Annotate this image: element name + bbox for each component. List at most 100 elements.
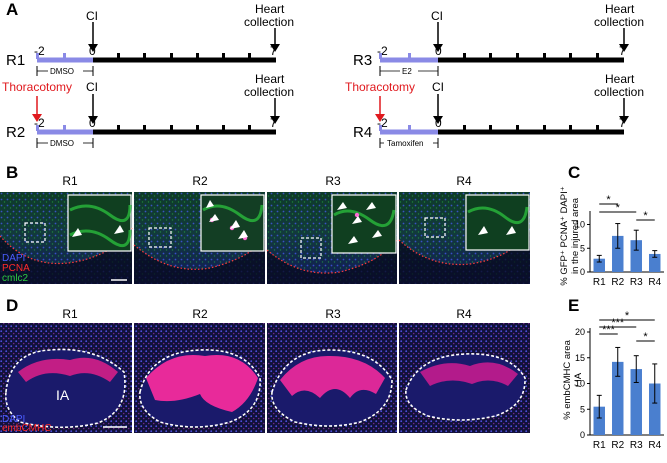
treatment-label: Tamoxifen xyxy=(387,139,424,148)
tick-end: 7 xyxy=(619,116,626,130)
timeline-graphic xyxy=(32,94,280,148)
ci-label: CI xyxy=(431,9,443,23)
timeline-label: R3 xyxy=(353,52,373,69)
heart-collection-line1: Heart xyxy=(255,72,285,86)
heart-collection-line1: Heart xyxy=(605,72,635,86)
bar-r3 xyxy=(630,240,642,272)
treatment-label: E2 xyxy=(402,67,412,76)
micrograph-d-r3 xyxy=(267,323,397,433)
tick-ci: 0 xyxy=(89,116,96,130)
y-axis-label-line2: in the injured area xyxy=(570,197,581,274)
heart-collection-line1: Heart xyxy=(605,2,635,16)
stain-label-dapi: DAPI xyxy=(2,414,26,425)
timeline-label: R1 xyxy=(6,52,26,69)
panel-b-header-r1: R1 xyxy=(62,174,78,188)
y-tick-label: 10 xyxy=(575,379,585,389)
tick-start: -2 xyxy=(34,116,45,130)
significance-label: * xyxy=(616,202,621,214)
thoracotomy-label: Thoracotomy xyxy=(345,80,416,94)
micrograph-b-r4 xyxy=(398,192,531,284)
panel-letter-b: B xyxy=(6,163,19,182)
panel-d-header-r4: R4 xyxy=(456,307,472,321)
timeline-graphic xyxy=(375,94,629,148)
tick-end: 7 xyxy=(270,44,277,58)
panel-d-header-r2: R2 xyxy=(192,307,208,321)
significance-label: *** xyxy=(602,324,616,336)
heart-collection-line2: collection xyxy=(244,85,295,99)
timeline-graphic xyxy=(379,22,629,76)
panel-d-header-r1: R1 xyxy=(62,307,78,321)
micrograph-d-r2 xyxy=(134,323,265,433)
heart-collection-line1: Heart xyxy=(255,2,285,16)
tick-start: -2 xyxy=(377,116,388,130)
tick-start: -2 xyxy=(34,44,45,58)
y-tick-label: 5 xyxy=(580,404,585,414)
panel-letter-a: A xyxy=(6,0,19,19)
y-tick-label: 0 xyxy=(580,267,585,277)
x-tick-label: R2 xyxy=(611,440,624,451)
timeline-r3: R3 -2 0 7 CI Heart collection E2 xyxy=(343,0,663,80)
y-axis-label-line1: % embCMHC area xyxy=(562,339,573,419)
y-axis-label-line1: % GFP⁺ PCNA⁺ DAPI⁺ xyxy=(559,186,570,286)
significance-label: * xyxy=(643,210,648,222)
y-tick-label: 0 xyxy=(580,430,585,440)
y-axis-label-line2: / IA xyxy=(573,372,584,387)
ci-label: CI xyxy=(432,80,444,94)
tick-end: 7 xyxy=(619,44,626,58)
micrograph-b-r3 xyxy=(266,192,398,284)
treatment-label: DMSO xyxy=(50,139,74,148)
y-tick-label: 10 xyxy=(575,220,585,230)
panel-b-header-r3: R3 xyxy=(325,174,341,188)
timeline-label: R4 xyxy=(353,124,373,141)
stain-label-cmlc2: cmlc2 xyxy=(2,273,29,284)
timeline-r2: R2 Thoracotomy -2 0 7 CI Heart collectio… xyxy=(0,68,330,158)
x-tick-label: R2 xyxy=(611,277,624,288)
bar-r4 xyxy=(649,383,661,435)
micrograph-d-r4 xyxy=(399,323,530,433)
panel-d-header-r3: R3 xyxy=(325,307,341,321)
thoracotomy-label: Thoracotomy xyxy=(2,80,73,94)
stain-label-pcna: PCNA xyxy=(2,263,30,274)
panel-letter-c: C xyxy=(568,163,581,182)
tick-ci: 0 xyxy=(89,44,96,58)
y-tick-label: 15 xyxy=(575,353,585,363)
x-tick-label: R1 xyxy=(593,277,606,288)
micrograph-b-r1 xyxy=(0,192,133,284)
bar-r1 xyxy=(593,258,605,272)
micrograph-d-r1 xyxy=(0,323,132,433)
heart-collection-line2: collection xyxy=(594,85,645,99)
micrograph-b-r2 xyxy=(133,192,266,284)
significance-label: * xyxy=(606,194,611,206)
tick-start: -2 xyxy=(377,44,388,58)
ci-label: CI xyxy=(86,9,98,23)
x-tick-label: R1 xyxy=(593,440,606,451)
stain-label-embcmhc: embCMHC xyxy=(2,423,52,434)
panel-b-header-r2: R2 xyxy=(192,174,208,188)
x-tick-label: R3 xyxy=(630,277,643,288)
timeline-r4: R4 Thoracotomy -2 0 7 CI Heart collectio… xyxy=(343,68,663,158)
ia-label: IA xyxy=(56,387,70,403)
x-tick-label: R4 xyxy=(648,440,661,451)
heart-collection-line2: collection xyxy=(244,15,295,29)
x-tick-label: R3 xyxy=(630,440,643,451)
significance-label: * xyxy=(625,310,630,322)
treatment-label: DMSO xyxy=(50,67,74,76)
bar-r2 xyxy=(612,361,624,435)
bar-r2 xyxy=(612,235,624,272)
heart-collection-line2: collection xyxy=(594,15,645,29)
significance-label: *** xyxy=(611,317,625,329)
stain-label-dapi: DAPI xyxy=(2,253,26,264)
timeline-graphic xyxy=(36,22,280,76)
bar-r3 xyxy=(630,369,642,435)
bar-r4 xyxy=(649,253,661,272)
panel-b-header-r4: R4 xyxy=(456,174,472,188)
panel-letter-e: E xyxy=(568,296,580,315)
panel-letter-d: D xyxy=(6,296,19,315)
timeline-label: R2 xyxy=(6,124,26,141)
x-tick-label: R4 xyxy=(648,277,661,288)
tick-end: 7 xyxy=(270,116,277,130)
